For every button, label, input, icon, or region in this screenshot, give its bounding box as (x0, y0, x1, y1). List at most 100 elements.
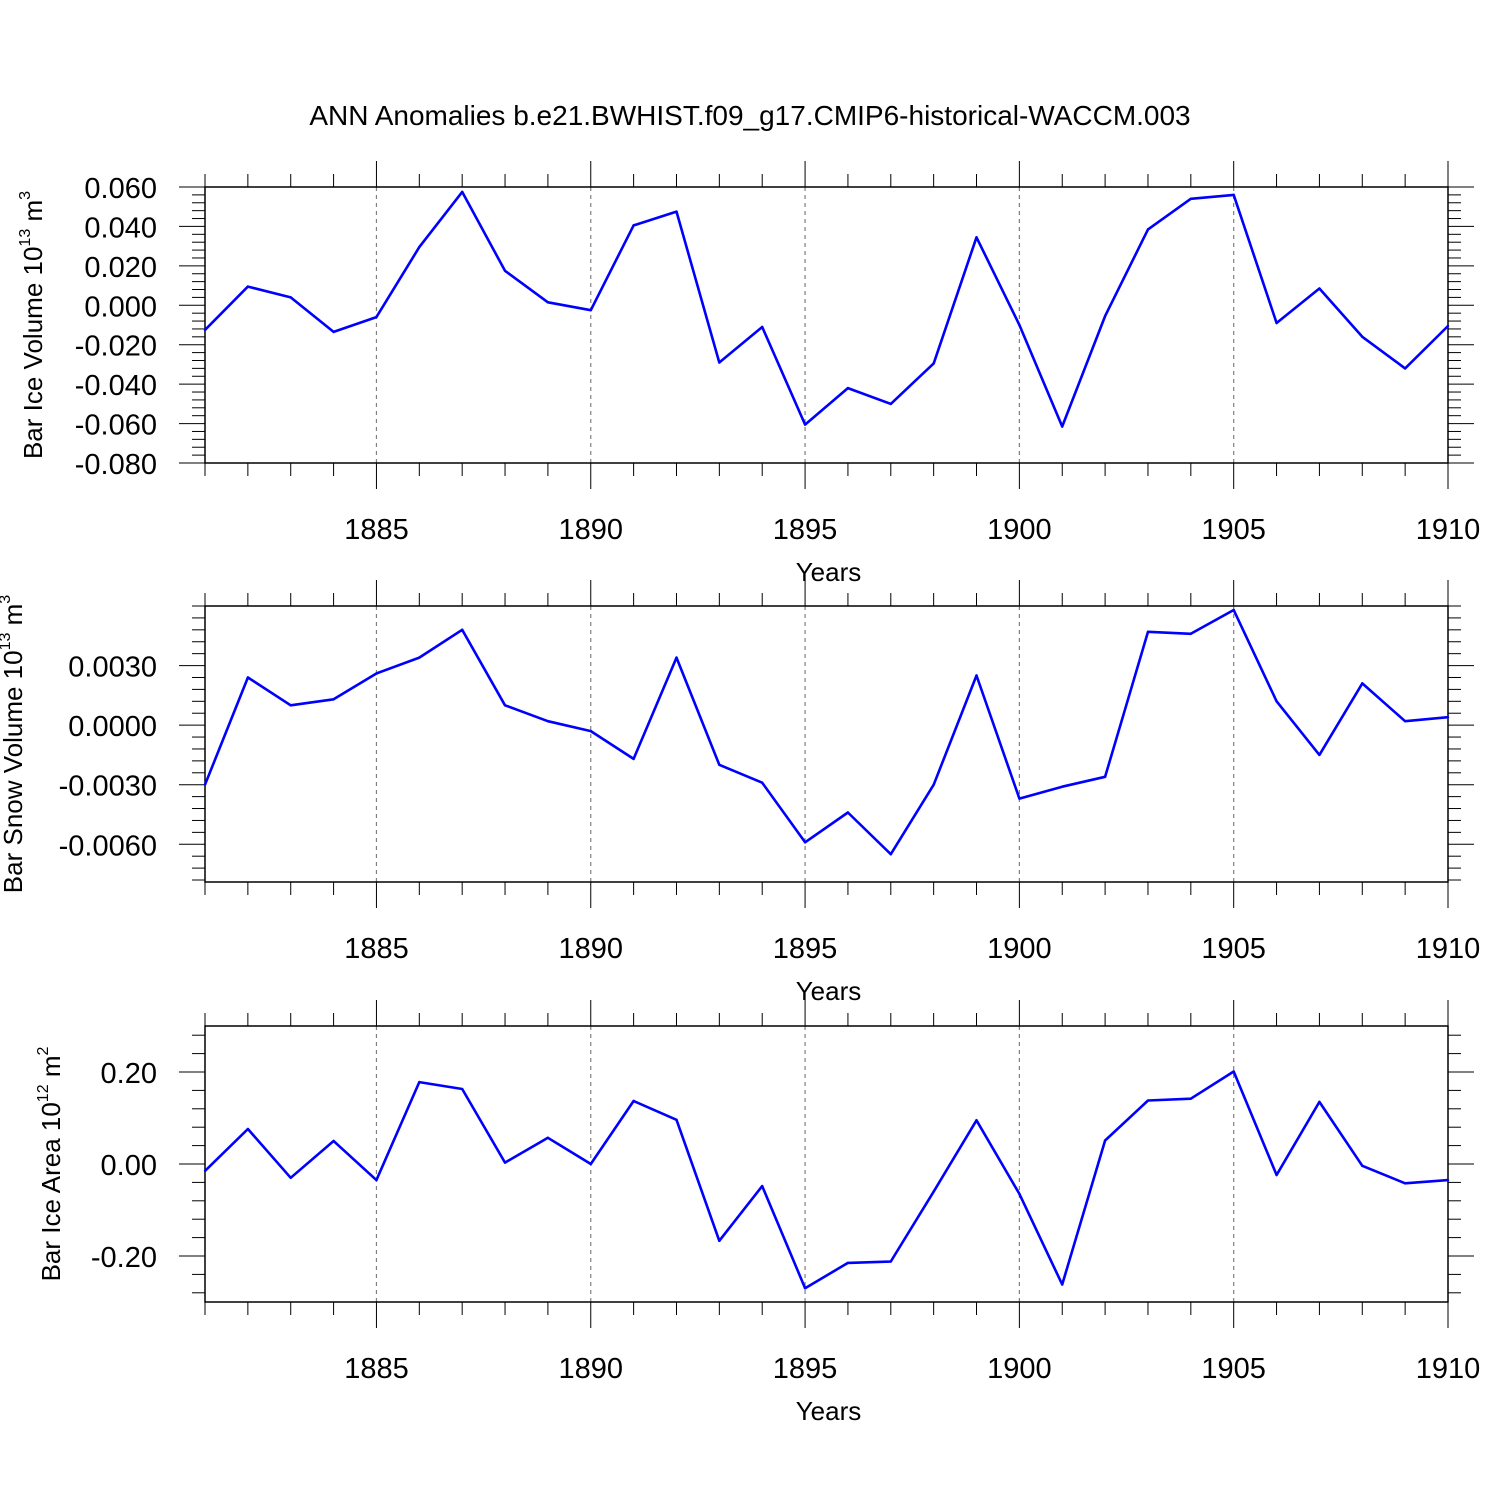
x-tick-label: 1885 (344, 933, 409, 965)
data-point (289, 704, 292, 707)
y-tick-label: 0.0030 (68, 652, 157, 684)
data-point (1275, 1173, 1278, 1177)
data-point (375, 672, 378, 675)
data-point (1232, 1070, 1235, 1073)
x-tick-label: 1905 (1201, 933, 1266, 965)
y-axis-label: Bar Ice Area 1012 m2 (35, 1046, 66, 1281)
panel-3: 1885 1890 1895 1900 1905 1910 Years -0.20 0.00 0.… (35, 1000, 1480, 1426)
data-point (803, 841, 807, 844)
data-point (1403, 719, 1407, 723)
y-tick-label: -0.0030 (59, 771, 157, 803)
data-point (1275, 700, 1278, 703)
data-point (1103, 314, 1107, 318)
data-point (1189, 1097, 1193, 1100)
data-point (803, 423, 807, 426)
data-point (460, 1087, 464, 1091)
y-tick-label: 0.00 (101, 1150, 157, 1182)
data-point (1318, 287, 1321, 290)
series-line (203, 608, 1449, 856)
data-point (1446, 715, 1450, 719)
data-point (632, 224, 635, 227)
data-point (503, 704, 507, 707)
y-tick-label: -0.20 (91, 1242, 157, 1274)
x-tick-label: 1910 (1416, 514, 1481, 546)
data-point (1361, 682, 1364, 685)
data-point (975, 1119, 978, 1122)
y-tick-label: 0.060 (84, 173, 157, 205)
data-point (803, 1287, 807, 1290)
data-point (761, 1184, 764, 1188)
data-point (718, 763, 721, 767)
x-axis-label: Years (796, 976, 862, 1006)
data-point (375, 315, 378, 319)
y-tick-label: -0.040 (75, 370, 157, 402)
data-point (418, 245, 421, 249)
x-tick-label: 1900 (987, 933, 1052, 965)
data-point (889, 1260, 892, 1263)
data-point (589, 309, 592, 312)
y-tick-label: -0.080 (75, 449, 157, 481)
data-point (1146, 630, 1150, 634)
x-tick-label: 1905 (1201, 1353, 1266, 1385)
data-point (1275, 321, 1278, 325)
data-point (1318, 753, 1321, 757)
data-point (503, 1161, 507, 1164)
data-point (1018, 1192, 1021, 1196)
data-point (632, 1099, 635, 1103)
data-point (932, 362, 935, 365)
data-point (675, 210, 678, 213)
data-point (1232, 193, 1235, 197)
panels: 1885 1890 1895 1900 1905 1910 Years -0.080 -0.06… (0, 161, 1480, 1426)
y-tick-label: 0.20 (101, 1058, 157, 1090)
x-tick-label: 1900 (987, 1353, 1052, 1385)
data-point (1446, 1178, 1450, 1182)
x-tick-label: 1885 (344, 1353, 409, 1385)
y-tick-label: 0.020 (84, 252, 157, 284)
data-point (718, 1239, 721, 1243)
data-point (375, 1178, 378, 1182)
y-tick-label: 0.0000 (68, 711, 157, 743)
data-point (1318, 1100, 1321, 1104)
data-point (1018, 323, 1021, 327)
data-point (718, 361, 721, 364)
data-point (675, 1118, 678, 1122)
x-tick-label: 1910 (1416, 933, 1481, 965)
data-point (418, 656, 421, 659)
data-point (289, 1176, 292, 1180)
x-tick-label: 1910 (1416, 1353, 1481, 1385)
x-axis-label: Years (796, 557, 862, 587)
y-tick-label: 0.000 (84, 291, 157, 323)
data-point (1189, 632, 1193, 635)
y-tick-label: -0.0060 (59, 830, 157, 862)
data-point (1103, 775, 1107, 778)
data-point (1361, 1164, 1364, 1168)
x-tick-label: 1895 (773, 1353, 838, 1385)
data-point (460, 190, 464, 194)
data-point (846, 811, 850, 814)
data-point (975, 236, 978, 239)
data-point (1103, 1139, 1107, 1142)
x-tick-label: 1895 (773, 514, 838, 546)
data-point (1189, 197, 1193, 201)
y-axis-label: Bar Snow Volume 1013 m3 (0, 595, 28, 894)
data-point (889, 402, 892, 406)
data-point (418, 1080, 421, 1084)
data-point (1018, 797, 1021, 800)
x-tick-label: 1905 (1201, 514, 1266, 546)
x-tick-label: 1890 (559, 933, 624, 965)
x-tick-label: 1900 (987, 514, 1052, 546)
data-point (1061, 1283, 1064, 1286)
data-point (761, 325, 764, 329)
data-point (975, 674, 978, 677)
figure-title: ANN Anomalies b.e21.BWHIST.f09_g17.CMIP6… (309, 100, 1190, 131)
panel-1: 1885 1890 1895 1900 1905 1910 Years -0.080 -0.06… (17, 161, 1480, 587)
series-line (204, 1070, 1449, 1290)
x-tick-label: 1895 (773, 933, 838, 965)
data-point (1061, 425, 1064, 428)
data-point (675, 656, 678, 659)
data-point (589, 729, 592, 733)
data-point (932, 1190, 935, 1193)
data-point (761, 781, 764, 784)
data-point (546, 1136, 550, 1139)
